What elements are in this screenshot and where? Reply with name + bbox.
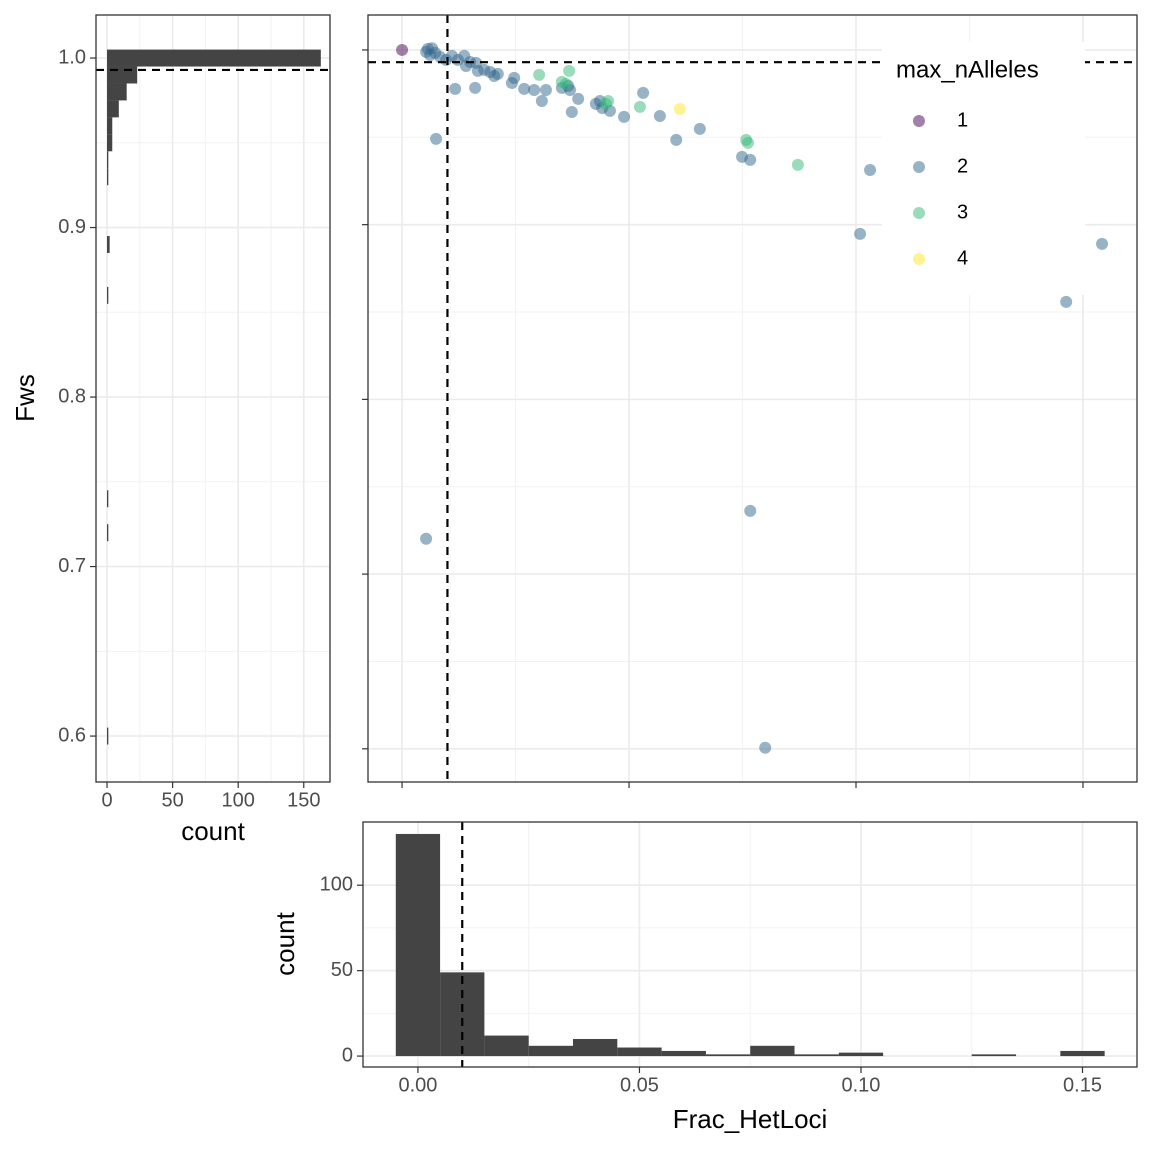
- scatter-point: [633, 100, 646, 113]
- x-axis-title: count: [181, 816, 245, 846]
- histogram-bar: [107, 83, 127, 101]
- x-tick-label: 150: [287, 789, 320, 811]
- legend-label: 1: [957, 109, 968, 131]
- y-tick-label: 0.6: [58, 724, 86, 746]
- scatter-point: [572, 92, 585, 105]
- scatter-point: [449, 82, 462, 95]
- scatter-point: [759, 741, 772, 754]
- scatter-point: [744, 504, 757, 517]
- panel-border: [95, 14, 331, 783]
- scatter-point: [618, 110, 631, 123]
- scatter-point: [599, 97, 612, 110]
- histogram-bar: [107, 100, 119, 118]
- histogram-bar: [107, 727, 109, 745]
- histogram-bar: [107, 236, 110, 253]
- scatter-point: [741, 136, 754, 149]
- panel-background: [96, 15, 330, 782]
- scatter-point: [491, 67, 504, 80]
- x-tick-label: 100: [221, 789, 254, 811]
- histogram-bar: [661, 1050, 706, 1057]
- y-axis-title: Fws: [10, 374, 40, 422]
- x-axis-title: Frac_HetLoci: [673, 1104, 828, 1134]
- histogram-bar: [107, 524, 109, 542]
- scatter-point: [637, 86, 650, 99]
- histogram-bar: [107, 49, 321, 67]
- histogram-bar: [794, 1054, 839, 1057]
- scatter-point: [559, 78, 572, 91]
- histogram-bar: [705, 1054, 751, 1057]
- x-tick-label: 0.10: [842, 1074, 881, 1096]
- histogram-bar: [971, 1054, 1017, 1057]
- y-tick-label: 50: [331, 959, 353, 981]
- y-tick-label: 0.7: [58, 555, 86, 577]
- histogram-bar: [440, 972, 485, 1057]
- panel-border: [367, 14, 1138, 783]
- histogram-bar: [107, 117, 113, 135]
- scatter-point: [430, 132, 443, 145]
- x-tick-label: 50: [161, 789, 183, 811]
- scatter-point: [1060, 295, 1073, 308]
- scatter-point: [535, 94, 548, 107]
- histogram-bar: [107, 151, 109, 169]
- y-tick-label: 100: [320, 873, 353, 895]
- legend-swatch: [913, 115, 925, 127]
- scatter-point: [565, 105, 578, 118]
- scatter-point: [563, 64, 576, 77]
- histogram-bar: [838, 1052, 884, 1057]
- histogram-bar: [573, 1038, 618, 1057]
- legend-swatch: [913, 161, 925, 173]
- histogram-bar: [107, 286, 109, 304]
- scatter-point: [744, 153, 757, 166]
- scatter-point: [518, 82, 531, 95]
- y-tick-label: 0.8: [58, 385, 86, 407]
- histogram-bar: [107, 168, 109, 186]
- histogram-bar: [1060, 1050, 1105, 1057]
- x-tick-label: 0.05: [620, 1074, 659, 1096]
- scatter-point: [670, 133, 683, 146]
- scatter-point: [693, 122, 706, 135]
- panel-border: [362, 821, 1138, 1068]
- scatter-point: [673, 102, 686, 115]
- x-tick-label: 0.15: [1063, 1074, 1102, 1096]
- histogram-bar: [395, 833, 441, 1057]
- y-tick-label: 0: [342, 1044, 353, 1066]
- scatter-point: [854, 227, 867, 240]
- scatter-point: [539, 83, 552, 96]
- legend-label: 4: [957, 247, 968, 269]
- y-tick-label: 0.9: [58, 216, 86, 238]
- scatter-point: [1096, 237, 1109, 250]
- histogram-bar: [528, 1045, 574, 1057]
- scatter-point: [528, 83, 541, 96]
- legend-swatch: [913, 253, 925, 265]
- legend-swatch: [913, 207, 925, 219]
- histogram-bar: [107, 490, 109, 508]
- scatter-point: [864, 163, 877, 176]
- legend-label: 3: [957, 201, 968, 223]
- scatter-point: [533, 68, 546, 81]
- histogram-bar: [107, 134, 113, 152]
- y-axis-title: count: [270, 911, 300, 975]
- scatter-point: [791, 158, 804, 171]
- histogram-bar: [617, 1047, 662, 1057]
- scatter-point: [508, 71, 521, 84]
- histogram-bar: [750, 1045, 795, 1057]
- x-tick-label: 0.00: [398, 1074, 437, 1096]
- y-tick-label: 1.0: [58, 46, 86, 68]
- x-tick-label: 0: [101, 789, 112, 811]
- scatter-point: [469, 81, 482, 94]
- scatter-point: [420, 532, 433, 545]
- legend-title: max_nAlleles: [896, 56, 1039, 83]
- legend-label: 2: [957, 155, 968, 177]
- scatter-point: [396, 43, 409, 56]
- scatter-point: [653, 109, 666, 122]
- histogram-bar: [484, 1035, 529, 1057]
